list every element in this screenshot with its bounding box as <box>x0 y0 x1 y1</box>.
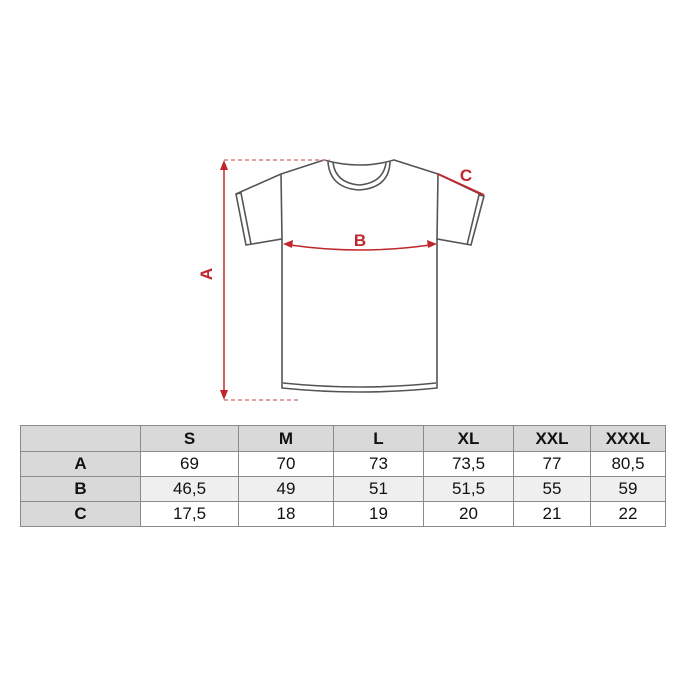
size-header: XXL <box>513 425 591 452</box>
size-header: XXXL <box>590 425 666 452</box>
arrow-down-icon <box>220 390 228 400</box>
table-row: B 46,5 49 51 51,5 55 59 <box>20 476 666 502</box>
size-header: M <box>238 425 334 452</box>
table-row: C 17,5 18 19 20 21 22 <box>20 501 666 527</box>
cell: 55 <box>513 476 591 502</box>
cell: 70 <box>238 451 334 477</box>
cell: 69 <box>140 451 239 477</box>
tshirt-outline <box>235 159 485 393</box>
label-c: C <box>460 166 472 185</box>
c-measure-line <box>437 173 485 196</box>
cell: 80,5 <box>590 451 666 477</box>
tshirt-diagram: A B C <box>197 159 485 401</box>
cell: 49 <box>238 476 334 502</box>
arrow-right-icon <box>427 240 437 248</box>
cell: 59 <box>590 476 666 502</box>
cell: 73 <box>333 451 424 477</box>
cell: 20 <box>423 501 514 527</box>
row-label: B <box>20 476 141 502</box>
size-header: S <box>140 425 239 452</box>
table-header-row: S M L XL XXL XXXL <box>20 425 666 452</box>
label-a: A <box>197 268 216 280</box>
cell: 21 <box>513 501 591 527</box>
size-table: S M L XL XXL XXXL A 69 70 73 73,5 77 80,… <box>20 425 666 527</box>
arrow-up-icon <box>220 160 228 170</box>
label-b: B <box>354 231 366 250</box>
cell: 77 <box>513 451 591 477</box>
cell: 17,5 <box>140 501 239 527</box>
corner-cell <box>20 425 141 452</box>
table-row: A 69 70 73 73,5 77 80,5 <box>20 451 666 477</box>
row-label: C <box>20 501 141 527</box>
size-header: L <box>333 425 424 452</box>
cell: 18 <box>238 501 334 527</box>
cell: 51 <box>333 476 424 502</box>
row-label: A <box>20 451 141 477</box>
cell: 22 <box>590 501 666 527</box>
cell: 19 <box>333 501 424 527</box>
b-measure-line <box>289 244 431 251</box>
cell: 46,5 <box>140 476 239 502</box>
cell: 73,5 <box>423 451 514 477</box>
size-header: XL <box>423 425 514 452</box>
cell: 51,5 <box>423 476 514 502</box>
arrow-left-icon <box>283 240 293 248</box>
